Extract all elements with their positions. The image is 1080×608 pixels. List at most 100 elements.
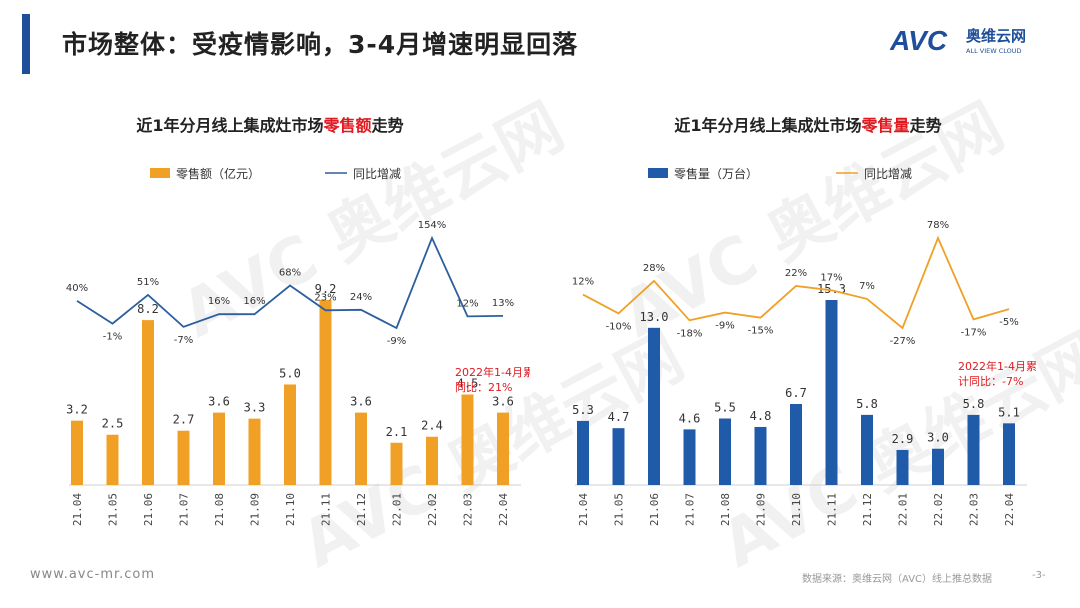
bar-value-label: 3.2 <box>66 403 88 417</box>
chart-volume: 近1年分月线上集成灶市场零售量走势 零售量（万台） 同比增减 5.3 21.04 4.7… <box>548 100 1068 550</box>
chart-title-prefix: 近1年分月线上集成灶市场 <box>674 116 862 135</box>
x-tick-label: 22.03 <box>462 493 475 526</box>
x-tick-label: 22.02 <box>426 493 439 526</box>
bar-value-label: 6.7 <box>785 386 807 400</box>
x-tick-label: 21.11 <box>826 493 839 526</box>
line-value-label: 12% <box>456 298 478 309</box>
bar-value-label: 2.4 <box>421 419 443 433</box>
line-value-label: 51% <box>137 277 159 288</box>
bar <box>719 418 731 485</box>
legend-bar-label: 零售额（亿元） <box>176 166 260 181</box>
bar-value-label: 2.7 <box>173 413 195 427</box>
line-value-label: 68% <box>279 267 301 278</box>
x-tick-label: 21.06 <box>648 493 661 526</box>
bar-value-label: 4.5 <box>457 377 479 391</box>
annotation-text: 同比：21% <box>455 381 512 394</box>
bar-value-label: 4.6 <box>679 411 701 425</box>
x-tick-label: 21.11 <box>320 493 333 526</box>
footer-source: 数据来源：奥维云网（AVC）线上推总数据 <box>802 574 993 585</box>
bar-value-label: 2.1 <box>386 425 408 439</box>
line-value-label: -10% <box>606 321 632 332</box>
bar-value-label: 3.0 <box>927 431 949 445</box>
bar <box>213 412 225 485</box>
x-tick-label: 22.01 <box>391 493 404 526</box>
x-tick-label: 22.04 <box>1003 493 1016 526</box>
x-tick-label: 22.02 <box>932 493 945 526</box>
chart-plot: 零售量（万台） 同比增减 5.3 21.04 4.7 21.05 13.0 21.06 4.6 2… <box>572 166 1037 526</box>
x-tick-label: 21.07 <box>684 493 697 526</box>
line-value-label: 16% <box>243 296 265 307</box>
logo-cn: 奥维云网 <box>966 27 1026 45</box>
line-value-label: -17% <box>961 327 987 338</box>
bar <box>861 414 873 485</box>
x-tick-label: 21.09 <box>755 493 768 526</box>
bar <box>790 403 802 485</box>
bar <box>1003 423 1015 485</box>
title-accent-bar <box>22 14 30 74</box>
x-tick-label: 21.08 <box>719 493 732 526</box>
line-value-label: -5% <box>999 317 1018 328</box>
bar <box>754 426 767 485</box>
bar <box>612 428 625 485</box>
bar-value-label: 4.7 <box>608 410 630 424</box>
line-value-label: 17% <box>820 272 842 283</box>
x-tick-label: 21.07 <box>178 493 191 526</box>
bar <box>577 420 589 485</box>
bar-value-label: 2.9 <box>892 432 914 446</box>
bar <box>825 300 838 485</box>
line-value-label: 7% <box>859 281 875 292</box>
bar <box>896 449 909 485</box>
bar-value-label: 9.2 <box>315 282 337 296</box>
bar <box>648 327 660 485</box>
bar <box>683 429 696 485</box>
bar-value-label: 13.0 <box>640 310 669 324</box>
bar-value-label: 5.8 <box>963 397 985 411</box>
x-tick-label: 21.06 <box>142 493 155 526</box>
bar-value-label: 3.3 <box>244 401 266 415</box>
bar-value-label: 5.0 <box>279 366 301 380</box>
chart-title: 近1年分月线上集成灶市场零售量走势 <box>548 112 1068 136</box>
line-series <box>582 235 1010 330</box>
bar-value-label: 5.5 <box>714 400 736 414</box>
legend-line-label: 同比增减 <box>353 167 401 181</box>
line-value-label: 28% <box>643 263 665 274</box>
annotation-text: 计同比：-7% <box>958 375 1023 388</box>
bar <box>497 412 509 485</box>
x-tick-label: 22.04 <box>497 493 510 526</box>
x-tick-label: 21.09 <box>249 493 262 526</box>
bar-value-label: 3.6 <box>208 395 230 409</box>
avc-logo: AVC 奥维云网 ALL VIEW CLOUD <box>890 25 1026 56</box>
bar <box>967 414 980 485</box>
footer-page-number: -3- <box>1032 570 1046 581</box>
bar <box>248 418 261 485</box>
line-value-label: -9% <box>715 321 734 332</box>
line-value-label: 24% <box>350 292 372 303</box>
line-value-label: -9% <box>387 336 406 347</box>
line-value-label: 12% <box>572 277 594 288</box>
bar <box>461 394 474 485</box>
x-tick-label: 21.12 <box>861 493 874 526</box>
bar <box>932 448 944 485</box>
bar <box>355 412 367 485</box>
bar <box>106 434 119 485</box>
bar-value-label: 4.8 <box>750 409 772 423</box>
bar <box>177 430 190 485</box>
line-value-label: 23% <box>314 292 336 303</box>
bar <box>390 442 403 485</box>
line-value-label: -15% <box>748 326 774 337</box>
legend-bar-swatch <box>150 168 170 178</box>
bar-value-label: 8.2 <box>137 302 159 316</box>
bar-value-label: 2.5 <box>102 417 124 431</box>
bar-value-label: 5.8 <box>856 397 878 411</box>
bar-value-label: 5.3 <box>572 403 594 417</box>
chart-title-suffix: 走势 <box>371 116 404 135</box>
line-value-label: 16% <box>208 296 230 307</box>
chart-title-highlight: 零售额 <box>323 116 372 135</box>
line-value-label: 78% <box>927 220 949 231</box>
line-value-label: 22% <box>785 268 807 279</box>
line-series <box>76 235 504 330</box>
line-value-label: -18% <box>677 328 703 339</box>
line-value-label: 13% <box>492 298 514 309</box>
x-tick-label: 21.10 <box>790 493 803 526</box>
